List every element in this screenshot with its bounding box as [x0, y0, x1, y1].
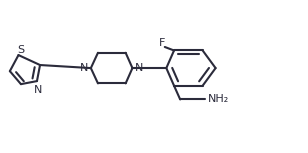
Text: F: F	[159, 38, 165, 48]
Text: NH₂: NH₂	[208, 94, 229, 104]
Text: N: N	[34, 84, 43, 95]
Text: S: S	[17, 45, 25, 55]
Text: N: N	[80, 63, 88, 73]
Text: N: N	[135, 63, 144, 73]
